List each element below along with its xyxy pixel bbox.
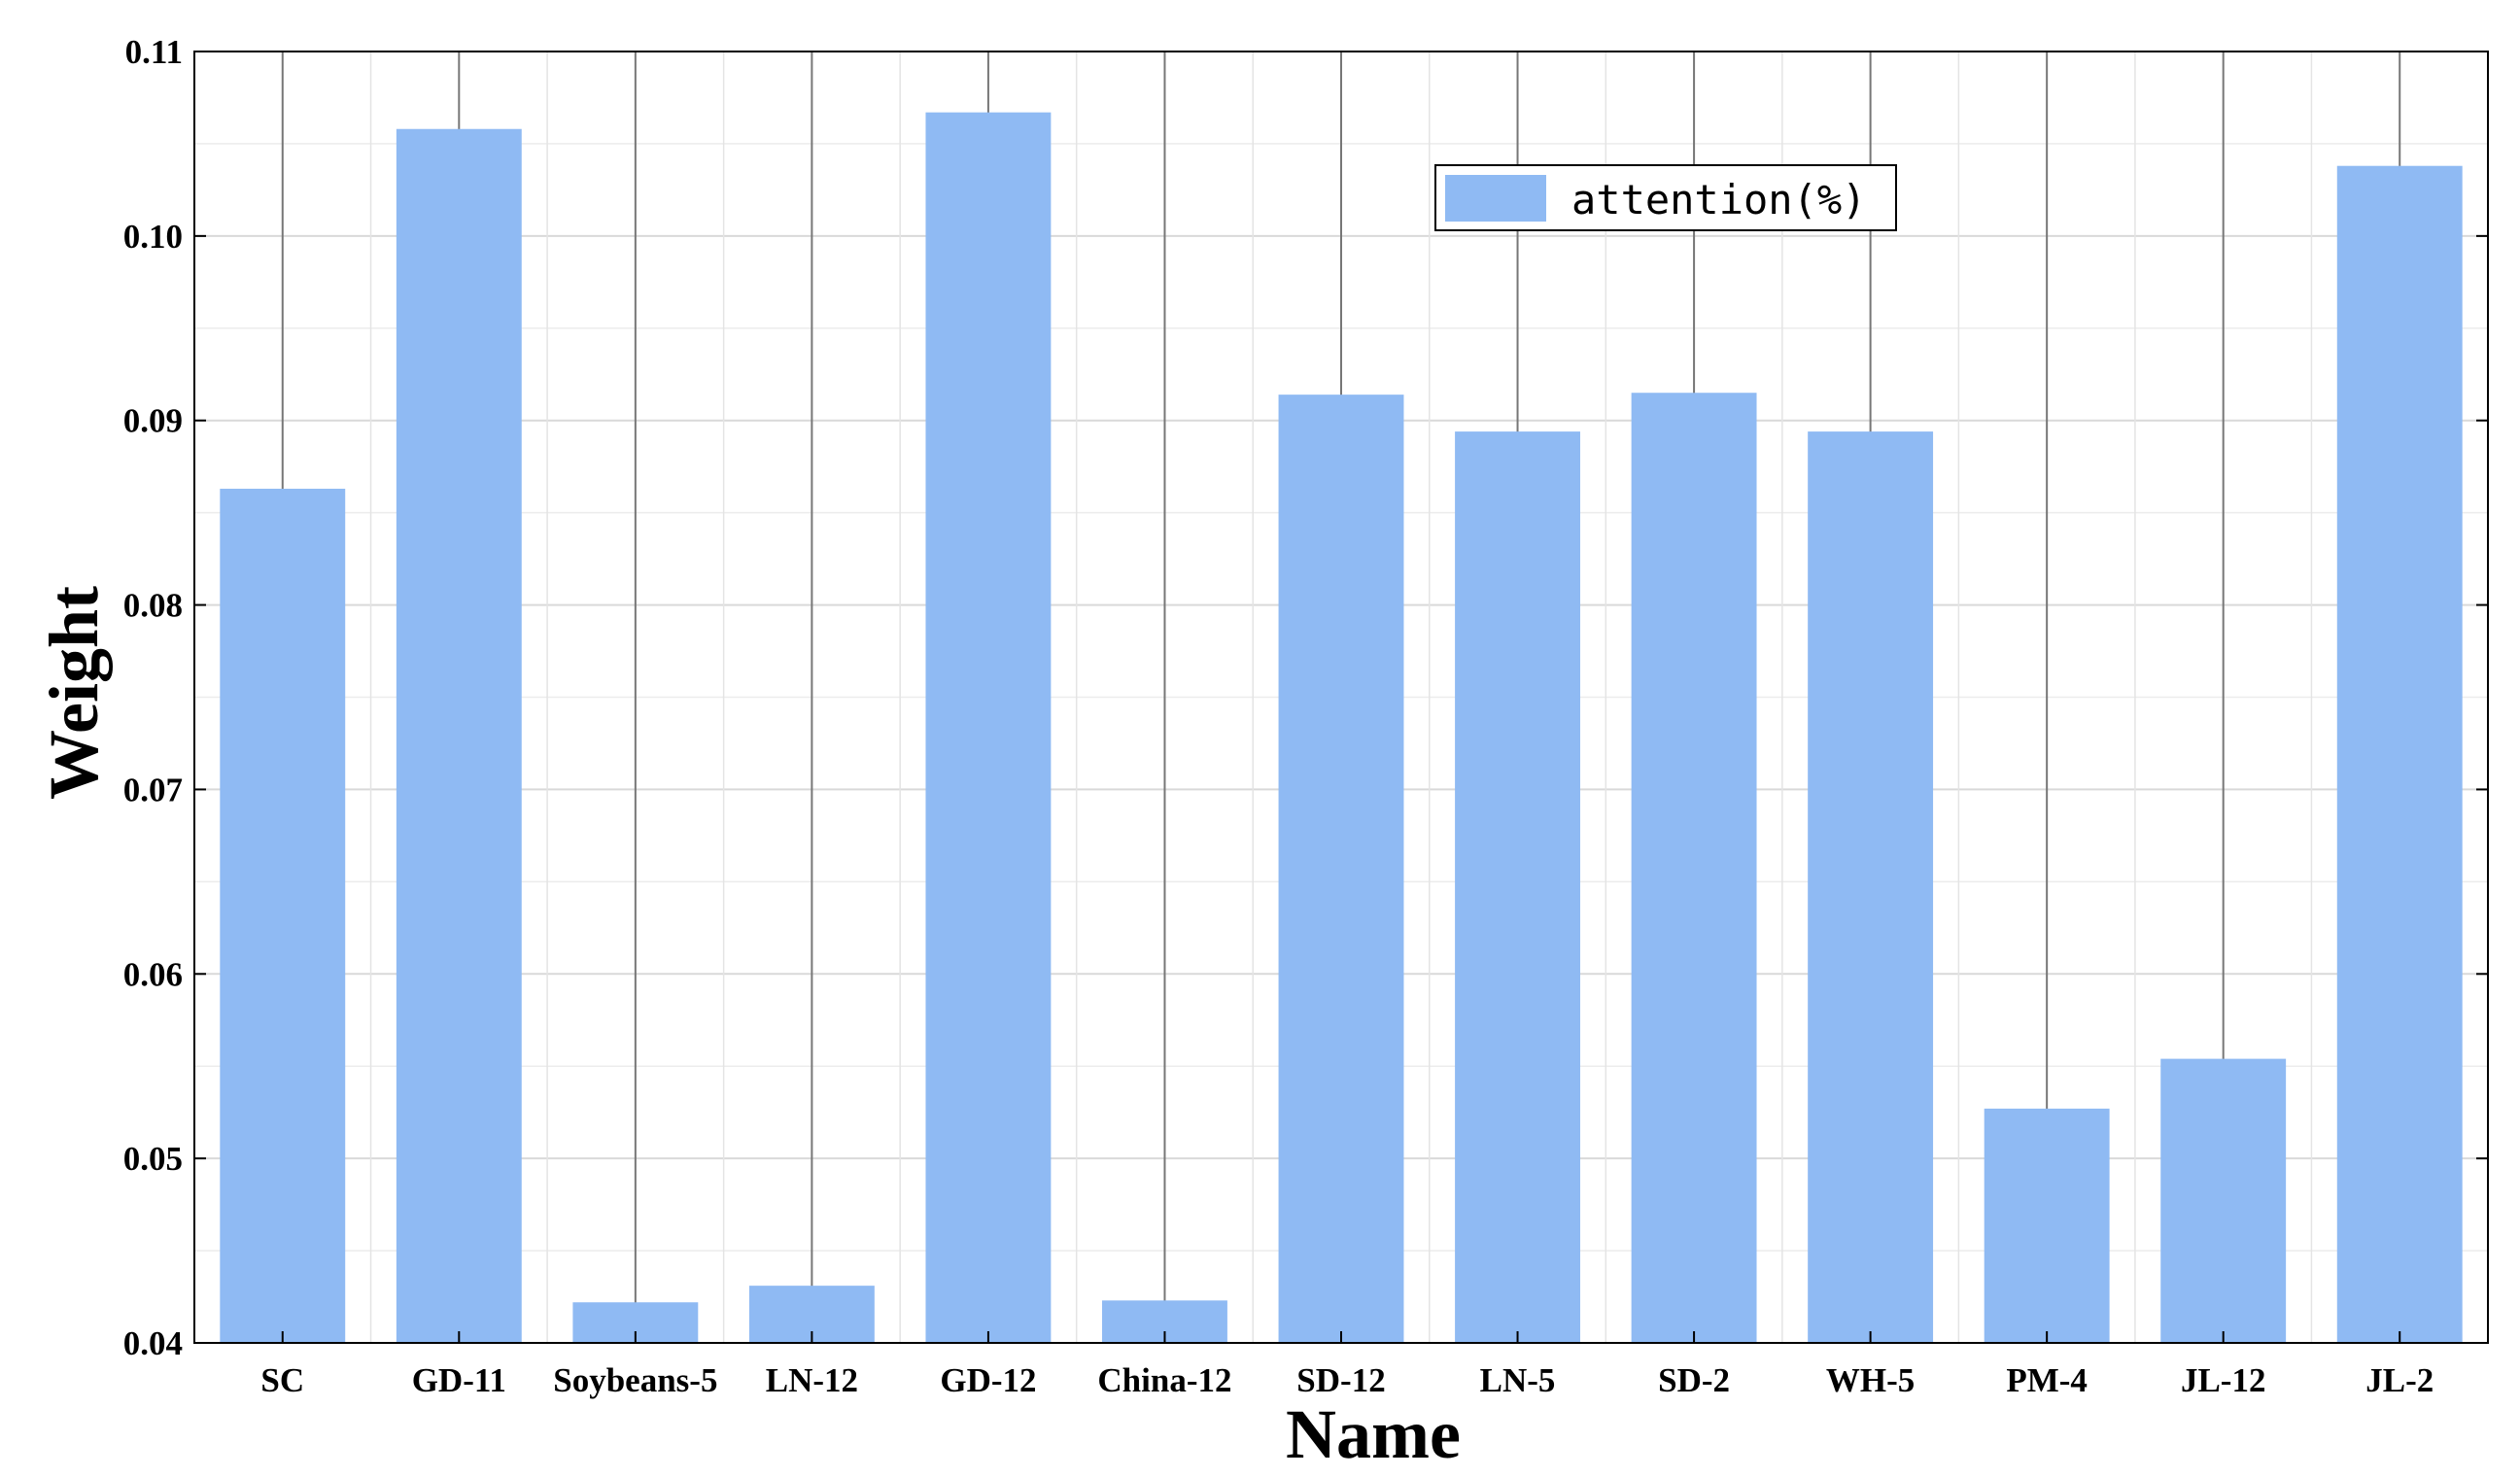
y-tick-label: 0.07	[123, 771, 183, 808]
bar	[1808, 431, 1934, 1343]
x-tick-label: GD-12	[940, 1361, 1036, 1399]
y-tick-label: 0.11	[125, 33, 183, 71]
bar	[1984, 1108, 2110, 1343]
ticks	[194, 51, 2488, 1344]
x-tick-label: SD-12	[1296, 1361, 1385, 1399]
legend: attention(%)	[1434, 164, 1897, 231]
bar	[1631, 393, 1757, 1343]
x-tick-label: SC	[260, 1361, 304, 1399]
x-tick-label: Soybeans-5	[553, 1361, 717, 1399]
tick-labels: 0.04 0.05 0.06 0.07 0.08 0.09 0.10 0.11 SC GD-11 S…	[123, 33, 2434, 1399]
y-tick-label: 0.05	[123, 1140, 183, 1178]
x-tick-label: SD-2	[1658, 1361, 1730, 1399]
y-tick-label: 0.04	[123, 1324, 183, 1362]
x-tick-label: JL-2	[2365, 1361, 2434, 1399]
y-tick-label: 0.08	[123, 587, 183, 625]
y-tick-label: 0.10	[123, 218, 183, 256]
bar	[2160, 1058, 2287, 1343]
bar	[925, 112, 1052, 1344]
x-tick-label: PM-4	[2006, 1361, 2088, 1399]
bar	[1455, 431, 1580, 1343]
bar	[1278, 395, 1404, 1343]
x-tick-label: LN-5	[1480, 1361, 1556, 1399]
x-tick-label: GD-11	[412, 1361, 506, 1399]
x-tick-label: WH-5	[1826, 1361, 1915, 1399]
bar	[396, 128, 522, 1344]
x-axis-title: Name	[1286, 1395, 1461, 1473]
bar	[2336, 165, 2463, 1343]
legend-label: attention(%)	[1571, 176, 1866, 223]
y-tick-label: 0.06	[123, 955, 183, 993]
y-tick-label: 0.09	[123, 402, 183, 440]
x-tick-label: LN-12	[766, 1361, 858, 1399]
bar	[220, 488, 346, 1343]
x-tick-label: JL-12	[2181, 1361, 2266, 1399]
legend-swatch	[1445, 175, 1546, 222]
y-axis-title: Weight	[35, 586, 113, 800]
bars	[220, 112, 2463, 1344]
x-tick-label: China-12	[1097, 1361, 1231, 1399]
